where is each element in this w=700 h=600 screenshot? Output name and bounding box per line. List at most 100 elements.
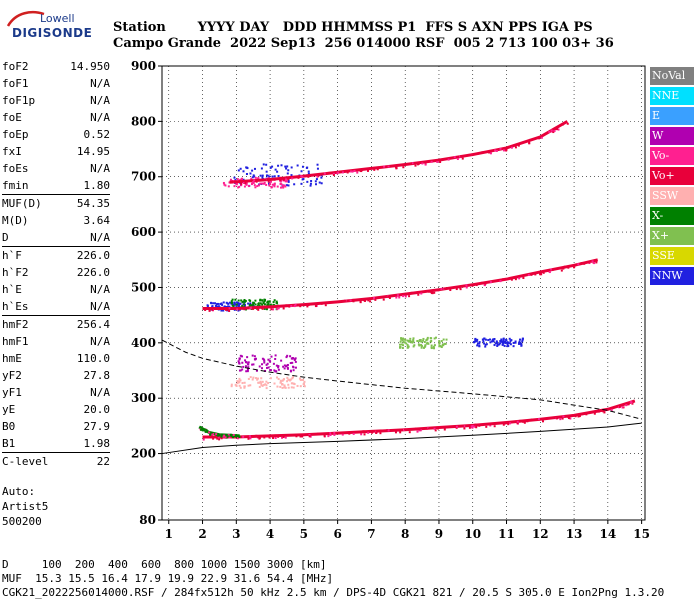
echo-dot (420, 343, 423, 346)
echo-dot (249, 302, 252, 305)
echo-dot (407, 346, 410, 349)
trace-dot (523, 421, 526, 424)
echo-dot (238, 377, 241, 380)
trace-dot (602, 410, 605, 413)
param-row: B1 1.98 (2, 435, 110, 452)
trace-dot (580, 262, 583, 265)
echo-dot (280, 164, 283, 167)
echo-dot (406, 345, 409, 348)
echo-dot (503, 344, 506, 347)
echo-dot (245, 370, 248, 373)
trace-dot (242, 181, 245, 184)
echo-dot (481, 338, 484, 341)
trace-dot (272, 308, 275, 311)
trace-dot (204, 430, 207, 433)
echo-dot (287, 386, 290, 389)
param-row: MUF(D) 54.35 (2, 195, 110, 212)
trace-dot (291, 177, 294, 180)
echo-dot (285, 184, 288, 187)
echo-dot (270, 180, 273, 183)
trace-dot (603, 411, 606, 414)
echo-dot (258, 304, 261, 307)
echo-dot (249, 384, 252, 387)
trace-dot (556, 417, 559, 420)
trace-dot (463, 427, 466, 430)
trace-dot (474, 423, 477, 426)
echo-dot (418, 340, 421, 343)
echo-dot (289, 362, 292, 365)
echo-dot (252, 376, 255, 379)
echo-dot (499, 340, 502, 343)
trace-dot (439, 160, 442, 163)
param-key: M(D) (2, 214, 29, 227)
trace-dot (443, 426, 446, 429)
echo-dot (296, 384, 299, 387)
param-row: foEp 0.52 (2, 126, 110, 143)
echo-dot (476, 338, 479, 341)
echo-dot (288, 378, 291, 381)
trace-dot (383, 165, 386, 168)
trace-dot (252, 180, 255, 183)
echo-dot (442, 338, 445, 341)
echo-dot (478, 342, 481, 345)
echo-dot (320, 182, 323, 185)
trace-dot (449, 289, 452, 292)
trace-dot (553, 129, 556, 132)
echo-dot (520, 344, 523, 347)
echo-dot (401, 339, 404, 342)
trace-dot (593, 262, 596, 265)
trace-dot (236, 437, 239, 440)
trace-dot (202, 438, 205, 441)
echo-dot (291, 377, 294, 380)
echo-dot (261, 303, 264, 306)
plot-frame (161, 65, 646, 521)
echo-dot (221, 303, 224, 306)
trace-dot (503, 149, 506, 152)
trace-dot (376, 168, 379, 171)
echo-dot (215, 303, 218, 306)
trace-dot (530, 273, 533, 276)
param-separator (2, 452, 110, 453)
echo-dot (505, 338, 508, 341)
trace-dot (330, 171, 333, 174)
trace-dot (437, 427, 440, 430)
echo-dot (239, 302, 242, 305)
echo-dot (230, 300, 233, 303)
trace-dot (491, 422, 494, 425)
trace-dot (220, 434, 223, 437)
echo-dot (425, 339, 428, 342)
trace-dot (332, 172, 335, 175)
trace-dot (408, 431, 411, 434)
param-key: h`E (2, 283, 22, 296)
echo-dot (275, 370, 278, 373)
param-row: M(D) 3.64 (2, 212, 110, 229)
trace-dot (238, 435, 241, 438)
trace-dot (379, 432, 382, 435)
echo-dot (258, 365, 261, 368)
param-value: 1.98 (83, 437, 111, 450)
param-row: hmF1 N/A (2, 333, 110, 350)
param-value: N/A (90, 94, 110, 107)
trace-dot (218, 438, 221, 441)
trace-dot (333, 433, 336, 436)
trace-dot (625, 404, 628, 407)
trace-dot (229, 433, 232, 436)
echo-dot (289, 378, 292, 381)
echo-dot (400, 343, 403, 346)
echo-dot (429, 340, 432, 343)
echo-dot (265, 387, 268, 390)
trace-dot (205, 429, 208, 432)
trace-dot (514, 146, 517, 149)
echo-dot (483, 342, 486, 345)
y-tick-label: 900 (131, 59, 156, 73)
trace-dot (316, 432, 319, 435)
echo-dot (225, 301, 228, 304)
echo-dot (287, 169, 290, 172)
legend-entry: X- (650, 207, 694, 225)
trace-dot (394, 164, 397, 167)
trace-dot (300, 175, 303, 178)
trace-dot (279, 179, 282, 182)
trace-dot (324, 304, 327, 307)
echo-dot (400, 338, 403, 341)
trace-dot (373, 168, 376, 171)
